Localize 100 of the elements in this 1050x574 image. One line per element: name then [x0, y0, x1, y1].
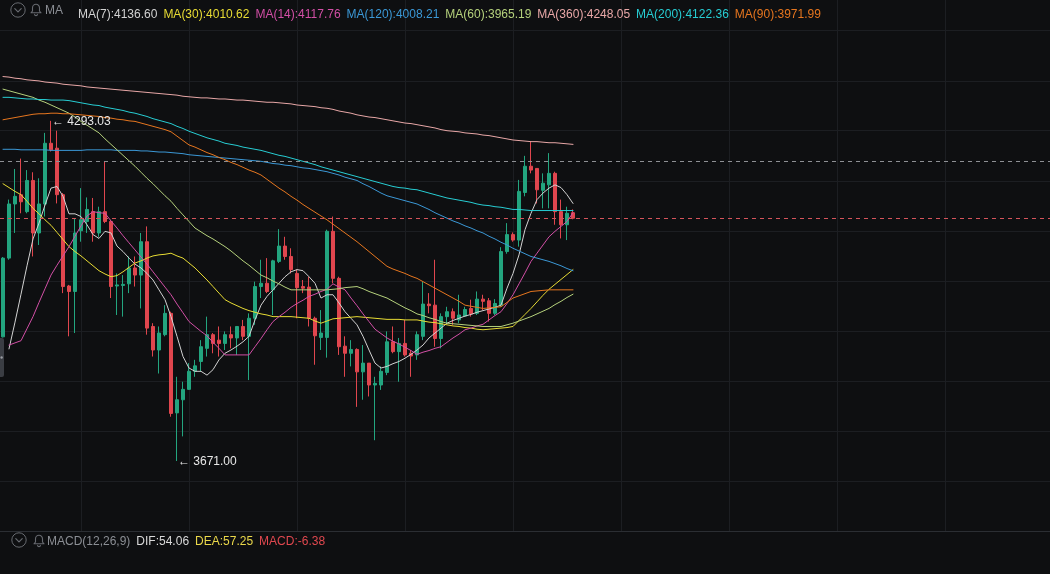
candlestick	[385, 330, 389, 376]
text: MACD(12,26,9)	[47, 533, 131, 548]
candlestick	[73, 217, 77, 334]
candlestick	[541, 172, 545, 209]
candlestick	[529, 141, 533, 174]
candlestick	[205, 316, 209, 358]
text: MA(14):4117.76	[255, 7, 341, 21]
text: MA(90):3971.99	[734, 7, 822, 21]
candlestick	[241, 319, 245, 341]
candlestick	[433, 259, 437, 348]
candlestick	[49, 120, 53, 152]
candlestick	[13, 168, 17, 234]
annotation: ← 4293.03	[52, 113, 112, 128]
candlestick	[289, 247, 293, 274]
candlestick	[271, 259, 275, 316]
candlestick	[355, 347, 359, 408]
candlestick	[265, 257, 269, 294]
text: MA(360):4248.05	[537, 7, 631, 21]
candlestick	[481, 294, 485, 311]
candlestick	[109, 219, 113, 299]
candlestick	[361, 344, 365, 401]
candlestick	[97, 206, 101, 238]
candlestick	[211, 332, 215, 354]
candlestick	[277, 228, 281, 264]
text: MA(60):3965.19	[445, 7, 532, 21]
candlestick	[535, 167, 539, 204]
candlestick	[61, 192, 65, 294]
candlestick	[553, 171, 557, 226]
candlestick	[421, 281, 425, 341]
candlestick	[337, 276, 341, 356]
text: MA(30):4010.62	[163, 7, 250, 21]
candlestick	[331, 216, 335, 284]
candlestick	[175, 376, 179, 462]
candlestick	[67, 284, 71, 337]
candlestick	[115, 272, 119, 316]
candlestick	[505, 222, 509, 255]
candlestick	[235, 325, 239, 356]
candlestick	[55, 130, 59, 204]
candlestick	[1, 256, 5, 338]
candlestick	[463, 306, 467, 318]
text: MA(120):4008.21	[346, 7, 440, 21]
candlestick	[427, 292, 431, 314]
candlestick	[121, 274, 125, 318]
candlestick	[151, 322, 155, 358]
candlestick	[199, 339, 203, 372]
candlestick	[511, 231, 515, 243]
candlestick	[181, 381, 185, 437]
candlestick	[445, 306, 449, 324]
text: MA(200):4122.36	[636, 7, 730, 21]
candlestick	[163, 304, 167, 337]
candlestick	[325, 229, 329, 359]
text: DIF:54.06	[136, 533, 190, 548]
candlestick	[379, 365, 383, 391]
candlestick	[343, 335, 347, 378]
candlestick	[127, 255, 131, 294]
candlestick	[145, 225, 149, 336]
candlestick	[193, 359, 197, 378]
text: MA(7):4136.60	[78, 7, 158, 21]
candlestick	[103, 160, 107, 224]
candlestick	[7, 199, 11, 261]
candlestick	[547, 152, 551, 209]
candlestick	[307, 276, 311, 327]
candlestick	[301, 279, 305, 294]
legend-title: MA	[45, 3, 63, 17]
candlestick	[139, 232, 143, 309]
candlestick	[523, 155, 527, 197]
candlestick	[169, 311, 173, 418]
candlestick	[451, 307, 455, 326]
candlestick	[91, 197, 95, 243]
candlestick	[247, 312, 251, 381]
candlestick	[349, 339, 353, 367]
text: MACD:-6.38	[259, 533, 326, 548]
candlestick	[559, 199, 563, 239]
candlestick	[43, 132, 47, 218]
candlestick	[403, 319, 407, 358]
candlestick	[25, 169, 29, 214]
candlestick	[31, 171, 35, 257]
candlestick	[223, 330, 227, 351]
candlestick	[283, 236, 287, 261]
candlestick	[367, 362, 371, 397]
candlestick	[319, 309, 323, 351]
candlestick	[373, 376, 377, 441]
candlestick	[85, 196, 89, 234]
candlestick	[259, 259, 263, 299]
annotation: ← 3671.00	[178, 454, 238, 468]
text: DEA:57.25	[195, 533, 254, 548]
candlestick	[499, 246, 503, 308]
candlestick	[19, 158, 23, 214]
candlestick	[253, 281, 257, 326]
candlestick	[469, 299, 473, 318]
candlestick	[295, 269, 299, 319]
candlestick	[217, 325, 221, 358]
candlestick	[187, 362, 191, 391]
candlestick	[391, 325, 395, 354]
candlestick	[133, 255, 137, 288]
candlestick	[229, 325, 233, 349]
candlestick	[397, 337, 401, 383]
candlestick	[313, 316, 317, 366]
candlestick	[517, 179, 521, 248]
candlestick	[157, 325, 161, 374]
